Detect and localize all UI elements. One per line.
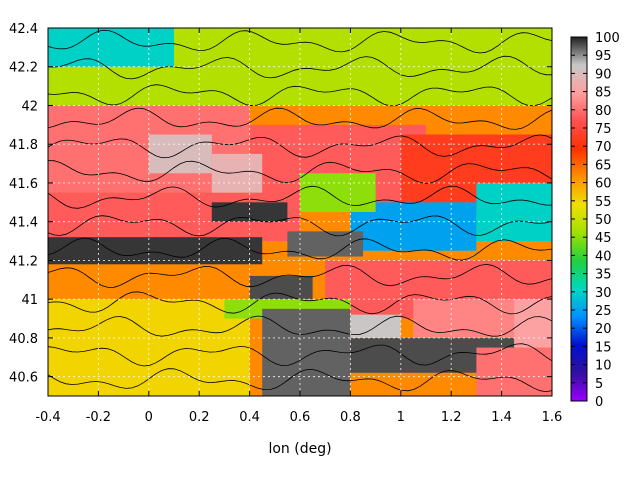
- colorbar-tick-label: 65: [595, 158, 612, 173]
- colorbar-tick-label: 30: [595, 286, 612, 301]
- y-tick-label: 42: [21, 99, 38, 114]
- colorbar-tick-label: 80: [595, 104, 612, 119]
- colorbar-tick-label: 20: [595, 322, 612, 337]
- heatmap-region: [249, 275, 313, 300]
- contour-line: [48, 134, 552, 159]
- x-tick-label: 1: [397, 410, 405, 425]
- x-tick-label: 0.8: [340, 410, 361, 425]
- y-tick-label: 41.6: [9, 177, 38, 192]
- colorbar-tick-label: 60: [595, 177, 612, 192]
- colorbar-ticks: 1009590858075706560555045403530252015105…: [571, 31, 620, 410]
- x-tick-label: -0.4: [35, 410, 60, 425]
- colorbar-tick-label: 55: [595, 195, 612, 210]
- plot-area: [48, 28, 552, 396]
- colorbar-tick-label: 85: [595, 86, 612, 101]
- y-tick-label: 41.8: [9, 138, 38, 153]
- x-tick-label: 0: [145, 410, 153, 425]
- x-tick-label: 1.2: [441, 410, 462, 425]
- colorbar-tick-label: 40: [595, 249, 612, 264]
- contour-line: [48, 263, 552, 288]
- colorbar-tick-label: 10: [595, 359, 612, 374]
- y-axis: 40.6 40.8 41 41.2 41.4 41.6 41.8 42 42.2 42.4: [9, 22, 552, 386]
- contour-line: [48, 29, 552, 54]
- y-tick-label: 40.6: [9, 371, 38, 386]
- heatmap-region: [300, 173, 376, 212]
- y-tick-label: 41.2: [9, 254, 38, 269]
- colorbar-tick-label: 45: [595, 231, 612, 246]
- contour-line: [48, 84, 552, 107]
- y-tick-label: 41: [21, 293, 38, 308]
- colorbar-tick-label: 90: [595, 67, 612, 82]
- y-tick-label: 42.4: [9, 22, 38, 37]
- grid-lines: [48, 28, 552, 396]
- contour-line: [48, 107, 552, 130]
- heatmap-region: [476, 347, 552, 396]
- colorbar-tick-label: 70: [595, 140, 612, 155]
- x-axis-title: lon (deg): [268, 441, 331, 457]
- heatmap-region: [262, 308, 351, 396]
- colorbar-tick-label: 0: [595, 395, 603, 410]
- heatmap-region: [211, 202, 288, 222]
- colorbar: 1009590858075706560555045403530252015105…: [570, 31, 620, 410]
- heatmap-region: [48, 28, 174, 67]
- contour-line: [48, 343, 552, 367]
- colorbar-tick-label: 5: [595, 377, 603, 392]
- heatmap-region: [148, 134, 212, 174]
- colorbar-tick-label: 50: [595, 213, 612, 228]
- contour-line: [48, 215, 552, 237]
- heatmap-region: [514, 299, 552, 348]
- colorbar-tick-label: 25: [595, 304, 612, 319]
- y-tick-label: 41.4: [9, 216, 38, 231]
- x-tick-label: 0.2: [189, 410, 210, 425]
- heatmap-region: [48, 237, 263, 265]
- heatmap-region: [211, 153, 263, 193]
- heatmap-region: [476, 182, 552, 242]
- contour-line: [48, 368, 552, 393]
- x-tick-label: 1.4: [491, 410, 512, 425]
- colorbar-tick-label: 100: [595, 31, 620, 46]
- x-tick-label: -0.2: [86, 410, 111, 425]
- x-tick-label: 1.6: [542, 410, 563, 425]
- x-axis: -0.4 -0.2 0 0.2 0.4 0.6 0.8 1 1.2 1.4 1.6: [35, 28, 562, 425]
- colorbar-tick-label: 35: [595, 268, 612, 283]
- colorbar-tick-label: 95: [595, 49, 612, 64]
- colorbar-tick-label: 75: [595, 122, 612, 137]
- y-tick-label: 42.2: [9, 61, 38, 76]
- colorbar-tick-label: 15: [595, 340, 612, 355]
- x-tick-label: 0.6: [290, 410, 311, 425]
- x-tick-label: 0.4: [239, 410, 260, 425]
- y-tick-label: 40.8: [9, 332, 38, 347]
